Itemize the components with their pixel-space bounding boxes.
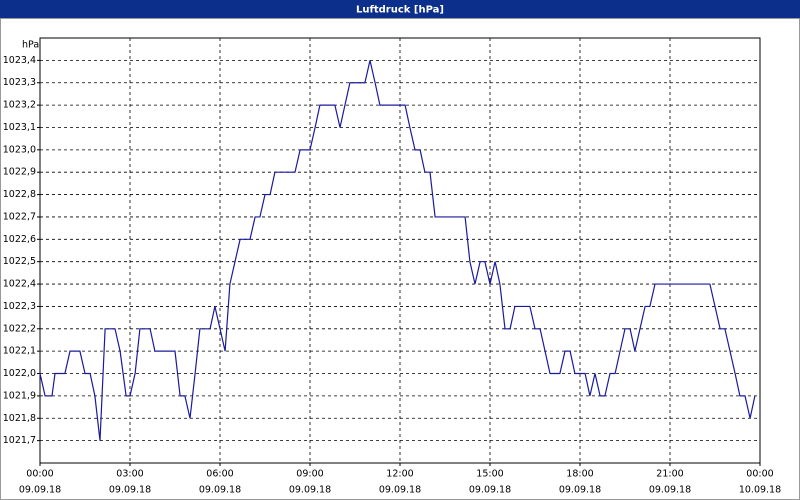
x-tick-label: 06:00 — [206, 469, 233, 480]
y-tick-label: 1021,8 — [3, 413, 36, 424]
y-tick-label: 1022,0 — [3, 368, 36, 379]
x-tick-date: 09.09.18 — [289, 485, 331, 496]
y-tick-label: 1023,0 — [3, 144, 36, 155]
y-tick-label: 1022,5 — [3, 256, 36, 267]
x-tick-label: 15:00 — [476, 469, 503, 480]
x-tick-date: 09.09.18 — [559, 485, 601, 496]
y-tick-label: 1023,3 — [3, 77, 36, 88]
y-tick-label: 1022,6 — [3, 234, 36, 245]
y-tick-label: 1022,9 — [3, 167, 36, 178]
y-unit: hPa — [22, 40, 39, 51]
y-tick-label: 1023,4 — [3, 55, 36, 66]
chart-title: Luftdruck [hPa] — [356, 5, 444, 16]
x-tick-date: 09.09.18 — [469, 485, 511, 496]
x-tick-date: 10.09.18 — [739, 485, 781, 496]
x-tick-label: 00:00 — [26, 469, 53, 480]
y-tick-label: 1022,4 — [3, 279, 36, 290]
title-bar — [0, 0, 800, 18]
y-tick-label: 1022,2 — [3, 323, 36, 334]
y-tick-label: 1022,7 — [3, 211, 36, 222]
data-line — [39, 60, 756, 441]
x-tick-date: 09.09.18 — [649, 485, 691, 496]
y-tick-label: 1022,3 — [3, 301, 36, 312]
x-tick-label: 18:00 — [566, 469, 593, 480]
x-tick-date: 09.09.18 — [109, 485, 151, 496]
x-tick-label: 00:00 — [746, 469, 773, 480]
y-tick-label: 1021,7 — [3, 435, 36, 446]
x-tick-label: 03:00 — [116, 469, 143, 480]
y-tick-label: 1021,9 — [3, 390, 36, 401]
x-tick-label: 12:00 — [386, 469, 413, 480]
y-tick-label: 1022,8 — [3, 189, 36, 200]
x-tick-label: 21:00 — [656, 469, 683, 480]
x-tick-date: 09.09.18 — [199, 485, 241, 496]
x-tick-label: 09:00 — [296, 469, 323, 480]
y-tick-label: 1023,2 — [3, 100, 36, 111]
y-tick-label: 1023,1 — [3, 122, 36, 133]
y-tick-label: 1022,1 — [3, 346, 36, 357]
x-tick-date: 09.09.18 — [379, 485, 421, 496]
x-tick-date: 09.09.18 — [19, 485, 61, 496]
